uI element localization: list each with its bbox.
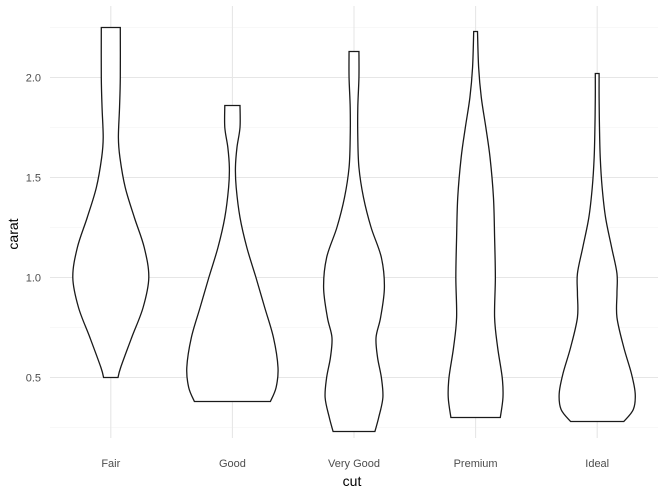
y-tick-label: 0.5 [26,373,41,385]
y-tick-label: 2.0 [26,73,41,85]
x-tick-label: Very Good [328,458,380,470]
violin-very-good [322,50,386,433]
violin-good [186,104,279,403]
y-axis-title: carat [5,218,21,249]
y-tick-label: 1.5 [26,173,41,185]
violin-ideal [558,72,636,423]
violins [72,26,636,433]
x-axis-title: cut [343,473,362,489]
x-tick-label: Ideal [585,458,609,470]
y-tick-label: 1.0 [26,273,41,285]
x-tick-label: Good [219,458,246,470]
violin-fair [72,26,150,379]
y-axis-ticks: 0.5 1.0 1.5 2.0 [26,73,41,385]
x-tick-label: Premium [454,458,498,470]
x-tick-label: Fair [101,458,120,470]
violin-premium [447,30,504,419]
x-axis-ticks: Fair Good Very Good Premium Ideal [101,458,609,470]
